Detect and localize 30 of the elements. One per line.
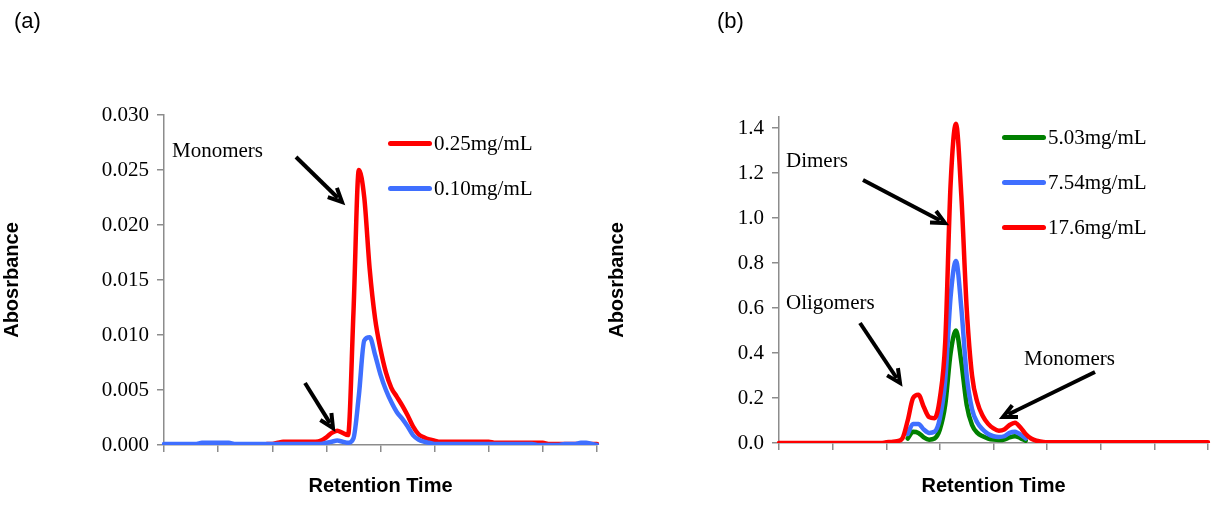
- y-axis-title: Abosrbance: [0, 222, 22, 338]
- y-tick-label: 0.015: [101, 266, 149, 291]
- legend-label: 17.6mg/mL: [1048, 215, 1147, 240]
- x-axis-title: Retention Time: [308, 473, 453, 496]
- y-tick-label: 1.2: [737, 159, 764, 184]
- x-axis-title: Retention Time: [921, 473, 1066, 496]
- annotation: Monomers: [172, 138, 263, 163]
- y-tick-label: 0.010: [101, 321, 149, 346]
- annotation: Oligomers: [786, 290, 875, 315]
- annotation: Dimers: [786, 148, 848, 173]
- legend-label: 5.03mg/mL: [1048, 125, 1147, 150]
- y-tick-label: 0.4: [737, 339, 765, 364]
- y-tick-label: 0.030: [101, 101, 149, 126]
- chart-title: (a): [14, 8, 41, 34]
- annotation: Monomers: [1024, 346, 1115, 371]
- y-tick-label: 1.4: [737, 114, 765, 139]
- legend-label: 0.10mg/mL: [434, 176, 533, 201]
- y-tick-label: 0.000: [101, 431, 149, 456]
- legend-label: 7.54mg/mL: [1048, 170, 1147, 195]
- legend-label: 0.25mg/mL: [434, 131, 533, 156]
- chart-title: (b): [717, 8, 744, 34]
- y-tick-label: 0.005: [101, 376, 149, 401]
- y-tick-label: 0.020: [101, 211, 149, 236]
- y-tick-label: 0.0: [737, 429, 764, 454]
- y-tick-label: 1.0: [737, 204, 764, 229]
- y-tick-label: 0.025: [101, 156, 149, 181]
- y-axis-title: Abosrbance: [604, 222, 627, 338]
- y-tick-label: 0.2: [737, 384, 764, 409]
- y-tick-label: 0.6: [737, 294, 764, 319]
- y-tick-label: 0.8: [737, 249, 764, 274]
